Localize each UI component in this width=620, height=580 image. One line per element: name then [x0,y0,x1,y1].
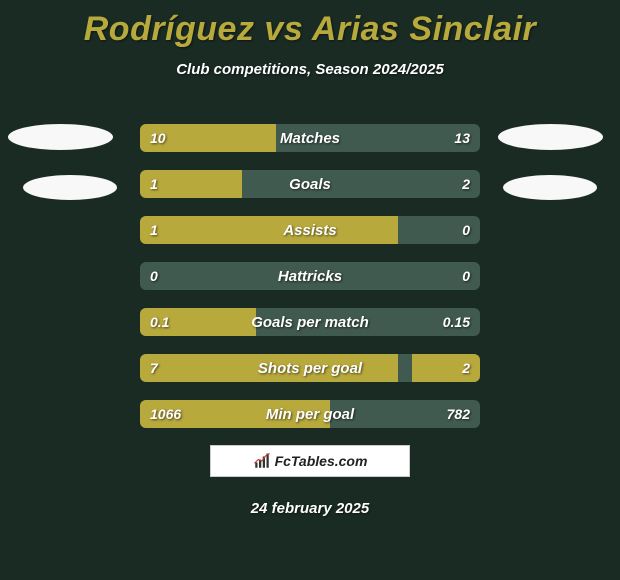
page-subtitle: Club competitions, Season 2024/2025 [0,61,620,78]
player-right-oval-1 [498,124,603,150]
watermark-text: FcTables.com [275,453,368,469]
stat-value-right: 2 [462,354,470,382]
stat-value-right: 2 [462,170,470,198]
stat-value-left: 1066 [150,400,181,428]
stat-fill-left [140,216,398,244]
stat-value-right: 13 [454,124,470,152]
stat-row: 10Assists [140,216,480,244]
stats-bars: 1013Matches12Goals10Assists00Hattricks0.… [140,124,480,446]
stat-row: 0.10.15Goals per match [140,308,480,336]
stat-fill-left [140,354,398,382]
stat-label: Hattricks [140,262,480,290]
page-title: Rodríguez vs Arias Sinclair [0,0,620,49]
footer-date: 24 february 2025 [0,500,620,517]
stat-value-left: 10 [150,124,166,152]
stat-row: 1013Matches [140,124,480,152]
stat-row: 0 0Hattricks [140,262,480,290]
player-left-oval-1 [8,124,113,150]
stat-value-right: 0 [462,262,470,290]
stat-value-left: 0.1 [150,308,169,336]
comparison-infographic: Rodríguez vs Arias Sinclair Club competi… [0,0,620,580]
stat-value-right: 0.15 [443,308,470,336]
player-left-oval-2 [23,175,117,200]
watermark: FcTables.com [210,445,410,477]
stat-value-right: 0 [462,216,470,244]
stat-row: 72Shots per goal [140,354,480,382]
chart-icon [253,452,271,470]
stat-value-left: 1 [150,170,158,198]
stat-value-left: 1 [150,216,158,244]
stat-value-left: 0 [150,262,158,290]
stat-value-left: 7 [150,354,158,382]
stat-value-right: 782 [447,400,470,428]
stat-row: 12Goals [140,170,480,198]
stat-row: 1066782Min per goal [140,400,480,428]
player-right-oval-2 [503,175,597,200]
